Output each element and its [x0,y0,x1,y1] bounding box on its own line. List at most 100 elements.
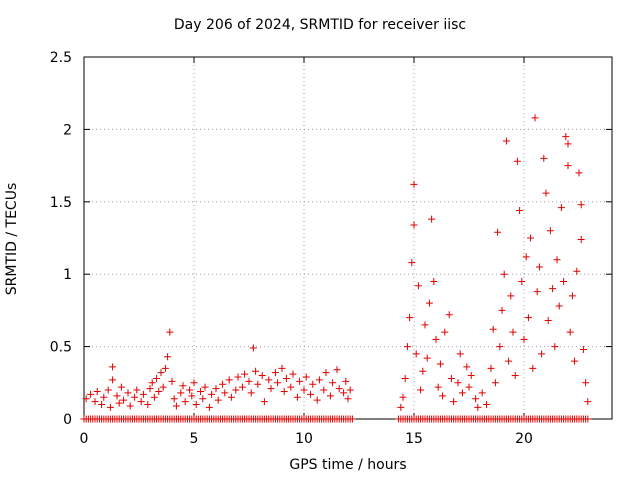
data-point [494,228,502,236]
data-point [282,374,290,382]
data-point [491,379,499,387]
data-point [342,377,350,385]
data-point [474,403,482,411]
y-tick-label: 0 [63,412,72,428]
data-point [465,383,473,391]
data-point [557,204,565,212]
data-point [131,393,139,401]
data-point [146,385,154,393]
data-point [271,369,279,377]
data-point [212,385,220,393]
data-point [421,321,429,329]
y-tick-label: 1.5 [50,195,72,211]
data-point [564,140,572,148]
data-point [315,376,323,384]
data-point [148,379,156,387]
data-point [307,390,315,398]
data-point [245,377,253,385]
data-point [214,396,222,404]
x-tick-label: 10 [295,431,313,447]
data-point [346,386,354,394]
data-point [219,380,227,388]
data-point [487,364,495,372]
y-tick-label: 2.5 [50,50,72,66]
data-point [584,398,592,406]
data-point [496,343,504,351]
data-point [280,387,288,395]
data-point [509,328,517,336]
data-point [399,393,407,401]
data-point [406,314,414,322]
data-point [544,317,552,325]
data-point [109,376,117,384]
data-point [124,389,132,397]
data-point [397,403,405,411]
data-point [329,379,337,387]
data-point [436,360,444,368]
data-point [489,325,497,333]
data-point [155,387,163,395]
y-tick-label: 1 [63,267,72,283]
data-point [348,415,356,423]
data-point [467,372,475,380]
data-point [296,377,304,385]
data-point [412,350,420,358]
chart-title: Day 206 of 2024, SRMTID for receiver iis… [173,17,467,33]
data-point [555,302,563,310]
data-point [197,387,205,395]
data-point [582,379,590,387]
data-point [538,350,546,358]
data-point [234,373,242,381]
data-point [333,366,341,374]
data-point [571,357,579,365]
data-point [410,180,418,188]
data-point [126,402,134,410]
data-point [425,299,433,307]
data-point [454,379,462,387]
data-point [265,376,273,384]
data-point [577,201,585,209]
data-point [274,379,282,387]
data-point [502,137,510,145]
data-point [434,383,442,391]
data-point [566,328,574,336]
data-point [513,157,521,165]
data-point [293,393,301,401]
data-point [522,253,530,261]
data-point [117,383,125,391]
data-point [524,314,532,322]
data-point [190,379,198,387]
data-point [564,162,572,170]
data-point [137,398,145,406]
data-point [577,235,585,243]
data-point [302,373,310,381]
data-point [225,376,233,384]
data-point [447,374,455,382]
data-point [340,389,348,397]
data-point [335,385,343,393]
data-point [168,377,176,385]
data-point [139,390,147,398]
data-point [208,390,216,398]
data-point [238,383,246,391]
data-point [568,292,576,300]
data-point [133,386,141,394]
data-point [546,227,554,235]
data-point [401,374,409,382]
data-point [430,277,438,285]
x-tick-label: 5 [190,431,199,447]
data-point [150,393,158,401]
data-point [179,382,187,390]
data-point [87,390,95,398]
data-point [463,363,471,371]
x-tick-label: 20 [515,431,533,447]
data-point [553,256,561,264]
data-point [417,386,425,394]
data-point [516,206,524,214]
data-point [120,396,128,404]
data-point [428,215,436,223]
data-point [573,267,581,275]
data-point [322,369,330,377]
data-point [258,372,266,380]
data-point [456,350,464,358]
